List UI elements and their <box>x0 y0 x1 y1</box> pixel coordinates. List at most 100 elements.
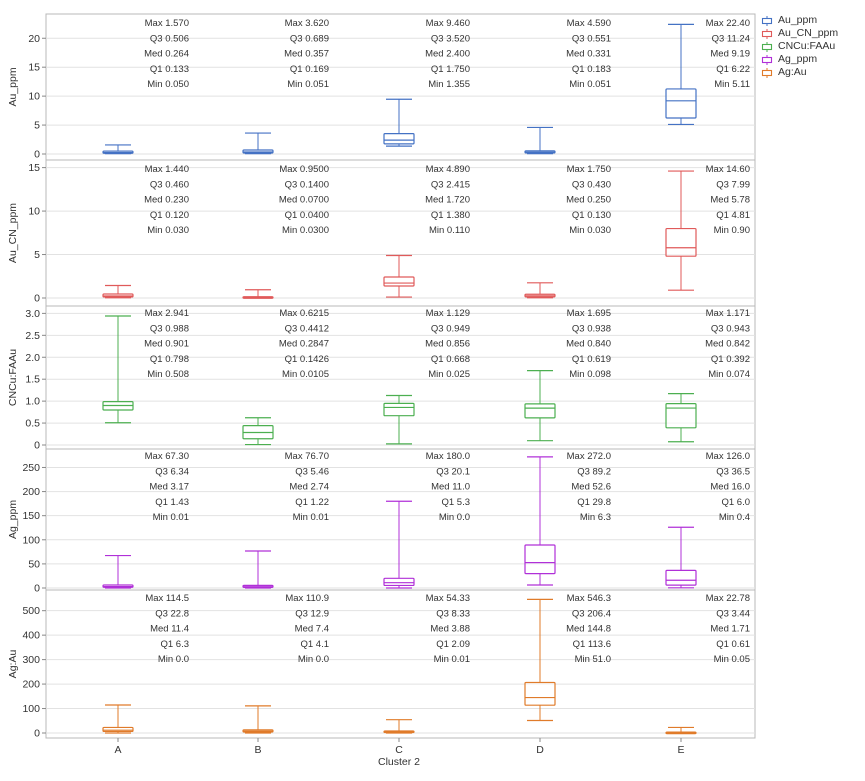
stat-max: Max 2.941 <box>145 308 189 319</box>
stat-max: Max 9.460 <box>426 18 470 29</box>
stat-q1: Q1 0.130 <box>572 210 611 221</box>
y-tick-label: 3.0 <box>25 308 40 320</box>
box-iqr <box>665 88 697 119</box>
stat-min: Min 0.05 <box>714 654 750 665</box>
stat-min: Min 0.051 <box>569 79 611 90</box>
box-iqr <box>383 133 415 145</box>
stat-q1: Q1 29.8 <box>577 497 611 508</box>
y-tick-label: 300 <box>22 654 40 666</box>
y-tick-label: 0 <box>34 440 40 452</box>
box-E-Ag_ppm <box>665 526 697 589</box>
stat-max: Max 67.30 <box>145 451 189 462</box>
stat-min: Min 0.074 <box>708 369 750 380</box>
box-A-Ag_Au <box>102 704 134 734</box>
legend-label: Au_CN_ppm <box>778 27 839 39</box>
boxplot-legend-icon <box>761 41 773 52</box>
stat-q1: Q1 0.1426 <box>285 354 329 365</box>
stat-med: Med 0.230 <box>144 195 189 206</box>
stat-med: Med 1.720 <box>425 195 470 206</box>
x-tick-label: C <box>395 744 403 756</box>
stat-min: Min 5.11 <box>714 79 750 90</box>
box-B-Au_CN_ppm <box>242 289 274 299</box>
stat-q3: Q3 89.2 <box>577 466 611 477</box>
stat-med: Med 52.6 <box>571 482 611 493</box>
y-tick-label: 200 <box>22 486 40 498</box>
stat-max: Max 546.3 <box>567 593 611 604</box>
y-tick-label: 10 <box>28 206 40 218</box>
stat-med: Med 9.19 <box>710 49 750 60</box>
stat-max: Max 76.70 <box>285 451 329 462</box>
stat-q3: Q3 0.689 <box>290 33 329 44</box>
y-tick-label: 250 <box>22 462 40 474</box>
box-iqr <box>524 681 556 706</box>
stat-min: Min 0.098 <box>569 369 611 380</box>
box-iqr <box>524 403 556 419</box>
stat-q3: Q3 0.430 <box>572 179 611 190</box>
stat-q1: Q1 0.169 <box>290 64 329 75</box>
stat-min: Min 1.355 <box>428 79 470 90</box>
stat-q1: Q1 1.43 <box>155 497 189 508</box>
stat-max: Max 126.0 <box>706 451 750 462</box>
stat-med: Med 0.2847 <box>279 339 329 350</box>
box-D-Ag_Au <box>524 598 556 722</box>
stat-max: Max 1.570 <box>145 18 189 29</box>
x-tick-label: A <box>114 744 121 756</box>
y-axis-label: Au_CN_ppm <box>7 203 19 263</box>
box-iqr <box>665 569 697 586</box>
box-iqr <box>665 403 697 429</box>
box-iqr <box>102 726 134 733</box>
stat-med: Med 0.856 <box>425 339 470 350</box>
box-iqr <box>383 577 415 587</box>
stat-q1: Q1 113.6 <box>573 639 611 650</box>
stat-max: Max 0.9500 <box>279 164 329 175</box>
stat-q1: Q1 0.183 <box>572 64 611 75</box>
stat-max: Max 22.78 <box>706 593 750 604</box>
stat-med: Med 1.71 <box>710 624 750 635</box>
stat-med: Med 2.74 <box>289 482 329 493</box>
legend-label: Ag_ppm <box>778 53 818 65</box>
stat-min: Min 0.0 <box>158 654 189 665</box>
y-tick-label: 5 <box>34 249 40 261</box>
stat-q1: Q1 5.3 <box>441 497 470 508</box>
stat-max: Max 180.0 <box>426 451 470 462</box>
stat-max: Max 14.60 <box>706 164 750 175</box>
stat-q3: Q3 0.938 <box>572 323 611 334</box>
stat-max: Max 4.590 <box>567 18 611 29</box>
stat-min: Min 0.01 <box>434 654 470 665</box>
boxplot-legend-icon <box>761 67 773 78</box>
stat-min: Min 0.025 <box>428 369 470 380</box>
boxplot-legend-icon <box>761 54 773 65</box>
box-A-Au_ppm <box>102 144 134 155</box>
box-B-Ag_Au <box>242 705 274 734</box>
box-D-CNCu_FAAu <box>524 370 556 442</box>
stat-med: Med 0.331 <box>566 49 611 60</box>
stat-min: Min 0.508 <box>147 369 189 380</box>
box-E-Au_CN_ppm <box>665 170 697 291</box>
box-iqr <box>383 276 415 287</box>
y-tick-label: 0 <box>34 728 40 740</box>
stat-q3: Q3 206.4 <box>572 608 611 619</box>
stat-min: Min 0.0 <box>298 654 329 665</box>
plot-frame <box>45 13 756 739</box>
stat-q3: Q3 5.46 <box>295 466 329 477</box>
y-tick-label: 10 <box>28 91 40 103</box>
stat-med: Med 0.901 <box>144 339 189 350</box>
stat-q3: Q3 0.949 <box>431 323 470 334</box>
box-C-Ag_Au <box>383 719 415 734</box>
box-E-Ag_Au <box>665 726 697 735</box>
box-C-Ag_ppm <box>383 500 415 589</box>
stat-q1: Q1 4.1 <box>300 639 329 650</box>
stat-q3: Q3 2.415 <box>431 179 470 190</box>
legend-item: CNCu:FAAu <box>761 40 838 53</box>
y-tick-label: 20 <box>28 33 40 45</box>
y-tick-label: 150 <box>22 510 40 522</box>
y-tick-label: 1.0 <box>25 396 40 408</box>
stat-med: Med 3.17 <box>149 482 189 493</box>
legend-label: Ag:Au <box>778 66 807 78</box>
stat-q3: Q3 0.506 <box>150 33 189 44</box>
y-axis-label: Au_ppm <box>7 67 19 106</box>
y-tick-label: 0 <box>34 293 40 305</box>
stat-max: Max 1.750 <box>567 164 611 175</box>
stat-max: Max 1.440 <box>145 164 189 175</box>
y-tick-label: 500 <box>22 605 40 617</box>
